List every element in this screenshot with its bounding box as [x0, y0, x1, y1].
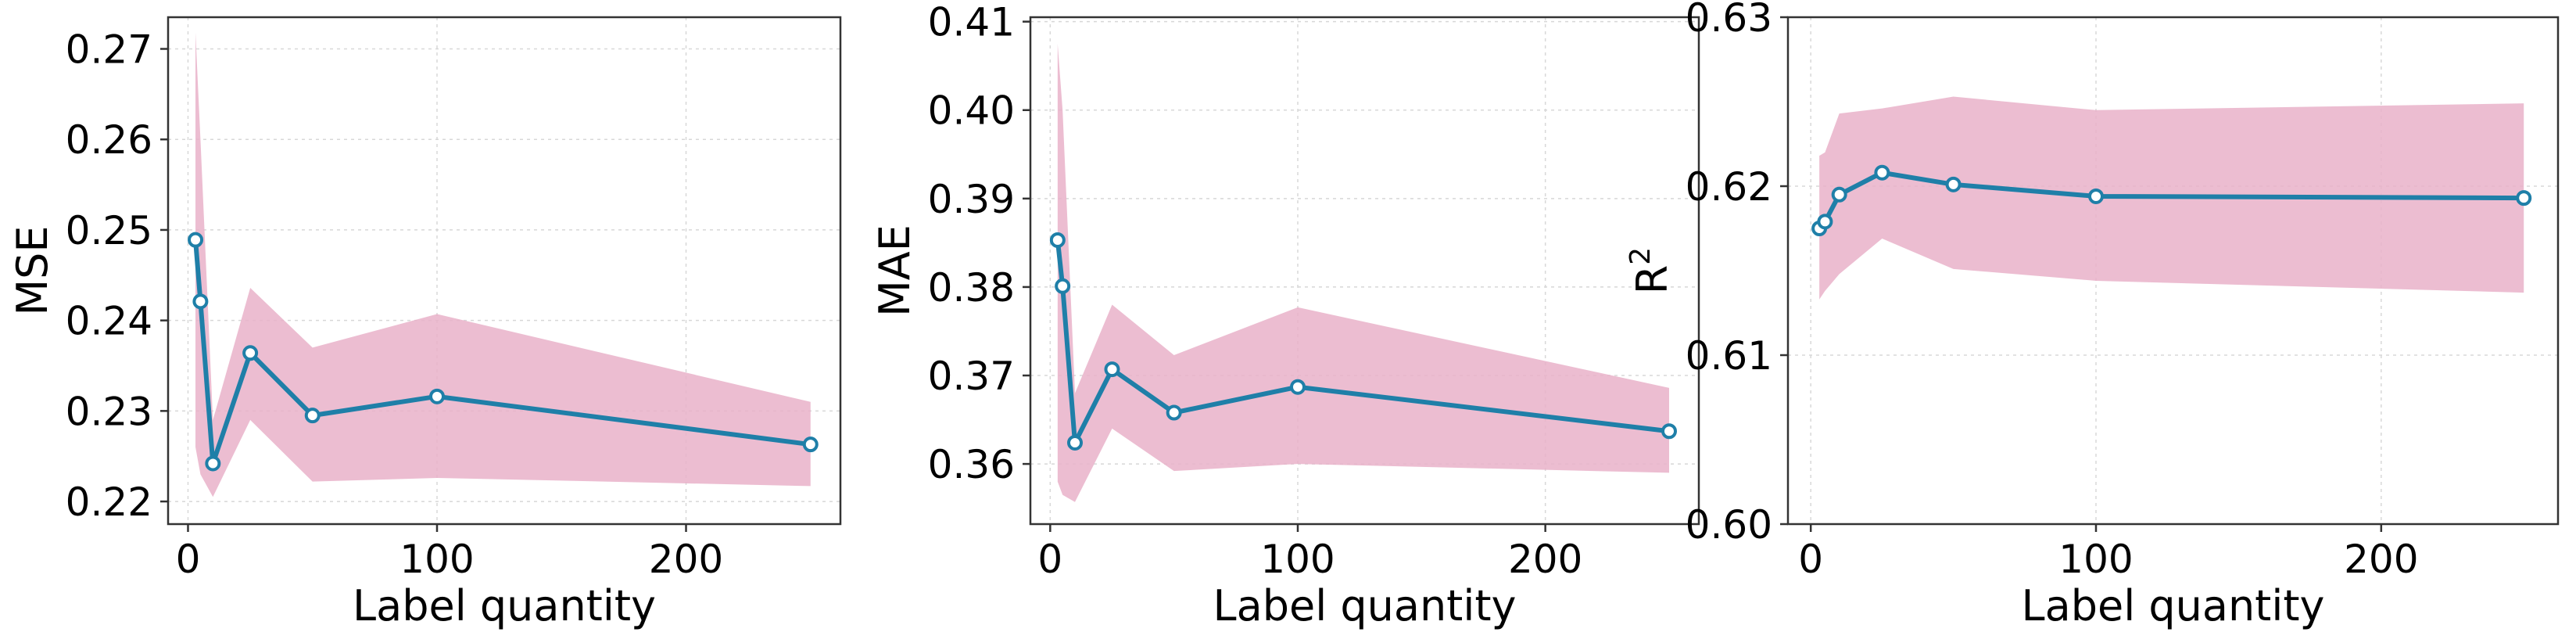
confidence-band — [1057, 43, 1669, 502]
y-axis-label: R2 — [1625, 247, 1677, 294]
plot-frame — [1029, 16, 1700, 526]
data-point — [429, 388, 445, 404]
data-point — [1874, 164, 1890, 181]
plot-frame — [167, 16, 842, 526]
data-point — [1166, 404, 1182, 421]
x-tick-label: 0 — [1037, 537, 1062, 582]
y-tick-label: 0.63 — [1686, 0, 1772, 41]
y-tick-label: 0.39 — [928, 177, 1015, 222]
data-point — [1049, 232, 1066, 248]
data-point — [192, 293, 209, 310]
y-axis-label: MSE — [8, 226, 57, 316]
data-point — [2516, 190, 2532, 207]
data-point — [304, 408, 321, 424]
x-axis-label: Label quantity — [2022, 581, 2325, 630]
y-tick-label: 0.38 — [928, 265, 1015, 311]
x-tick-label: 200 — [649, 537, 723, 582]
data-point — [242, 345, 259, 361]
x-axis-label: Label quantity — [1213, 581, 1517, 630]
y-axis-label-text: MAE — [870, 225, 919, 317]
y-axis-label-text: MSE — [8, 226, 57, 316]
data-point — [1290, 379, 1306, 395]
y-tick-label: 0.41 — [928, 0, 1015, 45]
x-tick-label: 100 — [399, 537, 474, 582]
data-point — [205, 455, 221, 472]
x-tick-label: 100 — [2058, 537, 2133, 582]
data-point — [2088, 188, 2104, 204]
y-tick-label: 0.26 — [66, 117, 152, 163]
y-tick-label: 0.62 — [1686, 164, 1772, 210]
y-tick-label: 0.60 — [1686, 502, 1772, 548]
data-point — [1945, 176, 1962, 192]
x-tick-label: 0 — [176, 537, 201, 582]
y-tick-label: 0.25 — [66, 208, 152, 253]
chart-panel-3: 0 100 200 0.60 0.61 0.62 0.63 Label quantity R2 — [1625, 0, 2560, 630]
y-tick-label: 0.23 — [66, 389, 152, 434]
y-axis-label: MAE — [870, 225, 919, 317]
data-point — [1055, 278, 1071, 294]
y-axis-label-text: R — [1628, 265, 1677, 295]
y-axis-label-superscript: 2 — [1625, 247, 1657, 265]
data-point — [1661, 423, 1677, 440]
y-tick-label: 0.27 — [66, 27, 152, 73]
x-tick-label: 100 — [1260, 537, 1335, 582]
plot-frame — [1786, 16, 2560, 526]
y-tick-label: 0.61 — [1686, 333, 1772, 379]
data-point — [802, 436, 819, 453]
x-tick-label: 0 — [1798, 537, 1823, 582]
data-point — [1831, 186, 1847, 203]
x-axis-label: Label quantity — [353, 581, 656, 630]
y-tick-label: 0.36 — [928, 442, 1015, 487]
chart-panel-2: 0 100 200 0.36 0.37 0.38 0.39 0.40 0.41 Label qua… — [870, 0, 1700, 630]
y-tick-label: 0.24 — [66, 299, 152, 344]
data-point — [1104, 361, 1120, 378]
data-point — [188, 232, 204, 248]
x-tick-label: 200 — [2344, 537, 2418, 582]
chart-panel-1: 0 100 200 0.22 0.23 0.24 0.25 0.26 0.27 Label qua… — [8, 16, 842, 630]
x-tick-label: 200 — [1508, 537, 1582, 582]
y-tick-label: 0.40 — [928, 88, 1015, 134]
data-point — [1817, 214, 1833, 230]
data-point — [1067, 434, 1083, 451]
y-tick-label: 0.37 — [928, 354, 1015, 399]
y-tick-label: 0.22 — [66, 480, 152, 525]
confidence-band — [195, 32, 811, 498]
